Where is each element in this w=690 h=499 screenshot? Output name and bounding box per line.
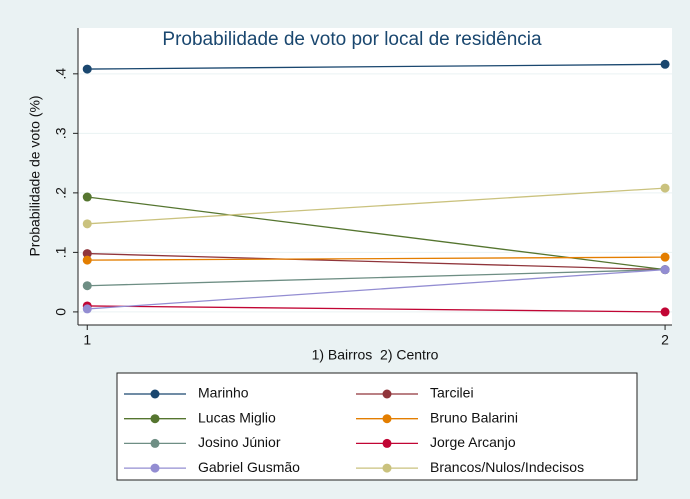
point (660, 183, 670, 193)
y-tick-label: .2 (53, 187, 69, 199)
legend-label: Gabriel Gusmão (198, 459, 300, 475)
point (82, 249, 92, 259)
legend-marker (382, 414, 392, 424)
legend-label: Brancos/Nulos/Indecisos (430, 459, 584, 475)
point (660, 265, 670, 275)
x-axis-title: 1) Bairros 2) Centro (312, 347, 439, 363)
series-line (87, 268, 666, 310)
legend (116, 372, 638, 481)
legend-marker (382, 463, 392, 473)
point (660, 59, 670, 69)
legend-label: Bruno Balarini (430, 409, 518, 425)
point (660, 252, 670, 262)
point (82, 255, 92, 265)
legend-label: Lucas Miglio (198, 409, 276, 425)
legend-marker (150, 463, 160, 473)
legend-label: Jorge Arcanjo (430, 434, 516, 450)
y-axis-title: Probabilidade de voto (%) (27, 95, 43, 256)
legend-marker (150, 438, 160, 448)
y-tick-label: .1 (53, 246, 69, 258)
point (82, 64, 92, 74)
x-tick-label: 2 (661, 332, 669, 348)
legend-label: Tarcilei (430, 385, 474, 401)
legend-label: Josino Júnior (198, 434, 281, 450)
series-line (87, 268, 666, 287)
chart-title: Probabilidade de voto por local de resid… (162, 29, 542, 50)
legend-label: Marinho (198, 385, 249, 401)
y-tick-label: .4 (53, 68, 69, 80)
legend-marker (382, 438, 392, 448)
series-line (87, 187, 666, 225)
x-tick-label: 1 (83, 332, 91, 348)
point (82, 304, 92, 314)
legend-marker (382, 389, 392, 399)
y-tick-label: .3 (53, 127, 69, 139)
point (82, 281, 92, 291)
point (82, 192, 92, 202)
y-tick-label: 0 (53, 308, 69, 316)
series-line (87, 252, 666, 271)
series-line (87, 63, 666, 70)
series-line (87, 256, 666, 261)
series-line (87, 305, 666, 313)
legend-marker (150, 389, 160, 399)
plot-region (78, 28, 672, 325)
legend-marker (150, 414, 160, 424)
point (82, 219, 92, 229)
point (660, 307, 670, 317)
